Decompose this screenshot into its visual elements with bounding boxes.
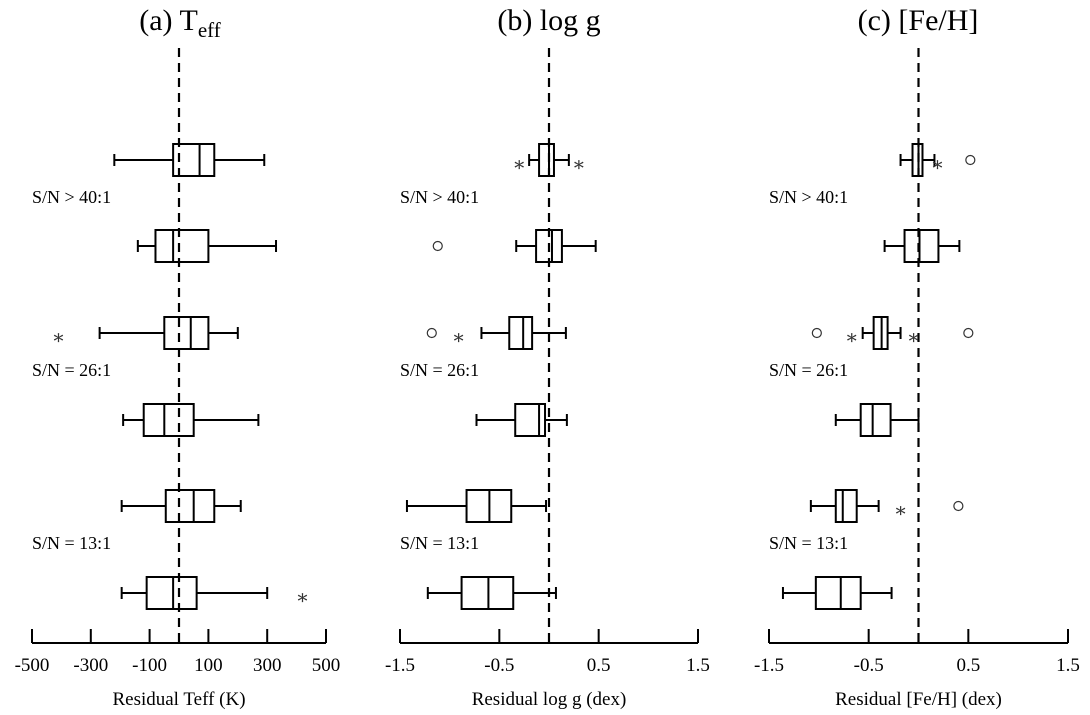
interquartile-box: [859, 403, 892, 437]
box-plot-item: [113, 143, 266, 177]
x-tick-label: -0.5: [484, 655, 514, 676]
panel-title-subscript: eff: [198, 18, 221, 42]
x-tick-label: 100: [194, 655, 223, 676]
interquartile-box: [814, 576, 862, 610]
panel-title: (a) Teff: [139, 4, 221, 42]
extreme-marker: ∗: [452, 327, 466, 349]
interquartile-box: [535, 229, 563, 263]
box-plot-item: [432, 229, 597, 263]
extreme-marker: ∗: [894, 500, 908, 522]
x-tick-label: -500: [15, 655, 50, 676]
x-tick-label: -1.5: [754, 655, 784, 676]
box-plot-item: [834, 403, 920, 437]
box-plot-item: [475, 403, 568, 437]
x-tick-label: 500: [312, 655, 341, 676]
extreme-marker: ∗: [512, 154, 526, 176]
box-plot-item: ∗ ∗: [512, 143, 586, 177]
panel-title-main: (a) T: [139, 4, 198, 37]
panel-logg: (b) log g -1.5 -0.5 0.5 1.5 Residual log g (d…: [385, 4, 710, 710]
x-tick-label: 1.5: [686, 655, 710, 676]
outlier-marker: [963, 327, 974, 339]
x-axis-label: Residual log g (dex): [472, 689, 627, 710]
group-label: S/N > 40:1: [32, 187, 111, 207]
box-plot-item: [883, 229, 961, 263]
x-tick-label: 0.5: [956, 655, 980, 676]
group-label: S/N = 13:1: [400, 533, 479, 553]
group-label: S/N = 26:1: [400, 360, 479, 380]
group-label: S/N = 26:1: [32, 360, 111, 380]
box-plot-item: [136, 229, 278, 263]
box-plot-item: [405, 489, 548, 523]
extreme-marker: ∗: [52, 327, 66, 349]
box-plot-item: ∗: [809, 489, 964, 523]
interquartile-box: [172, 143, 216, 177]
group-label: S/N > 40:1: [400, 187, 479, 207]
outlier-marker: [965, 154, 976, 166]
box-plot-item: ∗: [899, 143, 976, 177]
box-plot-item: ∗: [426, 316, 567, 350]
panel-teff: (a) Teff -500 -300 -100 100 300 500 Residual Te…: [15, 4, 341, 710]
outlier-marker: [953, 500, 964, 512]
outlier-marker: [811, 327, 822, 339]
group-label: S/N = 13:1: [769, 533, 848, 553]
group-label: S/N = 26:1: [769, 360, 848, 380]
box-plot-item: [781, 576, 893, 610]
box-plot-item: [122, 403, 260, 437]
box-plot-item: ∗: [52, 316, 239, 350]
box-plot-item: ∗: [120, 576, 310, 610]
extreme-marker: ∗: [845, 327, 859, 349]
panel-title: (c) [Fe/H]: [858, 4, 979, 37]
outlier-marker: [432, 240, 443, 252]
x-tick-label: -100: [132, 655, 167, 676]
panel-title-main: (b) log g: [497, 4, 600, 37]
interquartile-box: [145, 576, 198, 610]
interquartile-box: [903, 229, 940, 263]
interquartile-box: [514, 403, 547, 437]
panel-feh: (c) [Fe/H] -1.5 -0.5 0.5 1.5 Residual [Fe/H] …: [754, 4, 1080, 710]
extreme-marker: ∗: [931, 154, 945, 176]
extreme-marker: ∗: [572, 154, 586, 176]
panel-title-main: (c) [Fe/H]: [858, 4, 979, 37]
extreme-marker: ∗: [907, 327, 921, 349]
box-plot-item: [426, 576, 557, 610]
extreme-marker: ∗: [296, 587, 310, 609]
interquartile-box: [164, 489, 216, 523]
interquartile-box: [508, 316, 534, 350]
x-axis-label: Residual [Fe/H] (dex): [835, 689, 1002, 710]
interquartile-box: [142, 403, 195, 437]
x-tick-label: -1.5: [385, 655, 415, 676]
outlier-marker: [426, 327, 437, 339]
interquartile-box: [538, 143, 555, 177]
x-tick-label: 0.5: [587, 655, 611, 676]
x-axis-label: Residual Teff (K): [112, 689, 245, 710]
box-plot-item: ∗ ∗: [811, 316, 974, 350]
box-plot-item: [120, 489, 242, 523]
interquartile-box: [154, 229, 210, 263]
x-tick-label: 1.5: [1056, 655, 1080, 676]
group-label: S/N > 40:1: [769, 187, 848, 207]
x-tick-label: 300: [253, 655, 282, 676]
group-label: S/N = 13:1: [32, 533, 111, 553]
x-tick-label: -0.5: [854, 655, 884, 676]
interquartile-box: [834, 489, 858, 523]
panel-title: (b) log g: [497, 4, 600, 37]
interquartile-box: [163, 316, 210, 350]
x-tick-label: -300: [73, 655, 108, 676]
